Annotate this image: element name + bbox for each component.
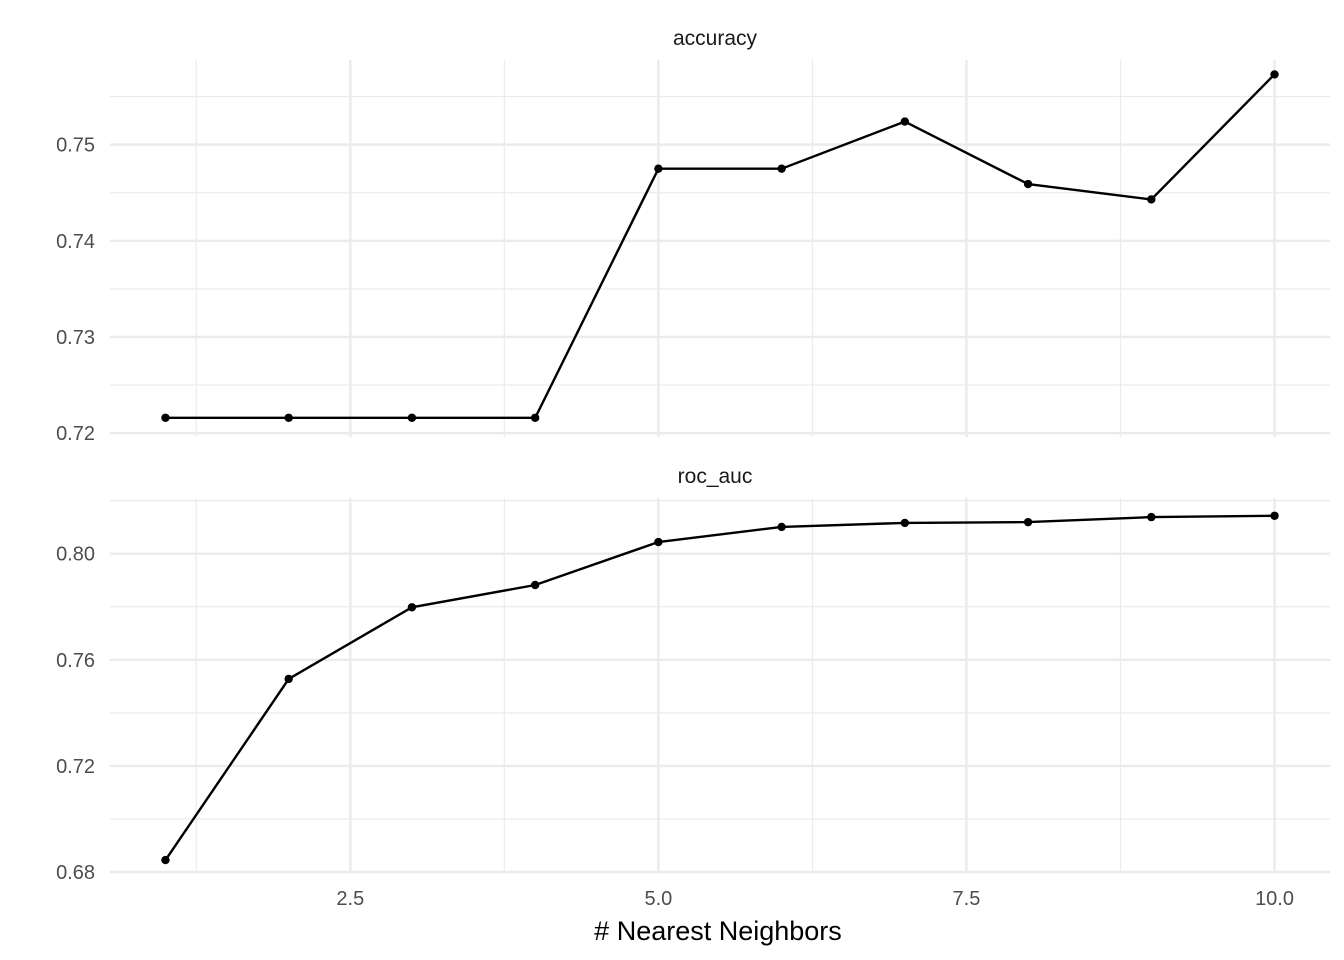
x-tick-labels: 2.5 5.0 7.5 10.0 <box>336 888 1294 910</box>
data-point <box>1270 511 1279 520</box>
series-accuracy <box>161 70 1279 422</box>
data-point <box>1023 179 1033 189</box>
data-point <box>900 117 910 126</box>
data-point <box>777 164 786 173</box>
y-tick-label: 0.76 <box>56 650 95 672</box>
panel-grid <box>110 60 1330 437</box>
data-point <box>530 580 540 590</box>
y-tick-label: 0.73 <box>56 327 95 349</box>
y-tick-label: 0.74 <box>56 231 95 253</box>
series-line <box>165 73 1276 419</box>
series-roc-auc <box>161 511 1279 865</box>
x-tick-label: 5.0 <box>644 888 672 910</box>
y-tick-labels: 0.68 0.72 0.76 0.80 <box>56 544 95 884</box>
y-tick-label: 0.80 <box>56 544 95 566</box>
x-tick-label: 7.5 <box>953 888 981 910</box>
data-point <box>900 518 910 528</box>
data-point <box>161 413 170 422</box>
data-point <box>777 522 786 532</box>
data-point <box>407 413 417 422</box>
y-tick-label: 0.75 <box>56 135 95 157</box>
data-point <box>654 164 663 173</box>
panel-grid <box>110 498 1330 874</box>
y-tick-label: 0.68 <box>56 862 95 884</box>
strip-label-roc-auc: roc_auc <box>678 465 753 488</box>
data-point <box>1023 517 1033 527</box>
strip-label-accuracy: accuracy <box>673 27 758 50</box>
data-point <box>1270 70 1279 79</box>
data-point <box>1147 195 1156 204</box>
data-point <box>161 855 170 865</box>
data-point <box>284 413 293 422</box>
panel-accuracy: accuracy 0.72 0.73 0.74 0.75 <box>56 27 1330 445</box>
y-tick-label: 0.72 <box>56 423 95 445</box>
x-tick-label: 10.0 <box>1255 888 1294 910</box>
y-tick-label: 0.72 <box>56 756 95 778</box>
panel-roc-auc: roc_auc 0.68 0.72 0.76 0.80 <box>56 465 1330 884</box>
y-tick-labels: 0.72 0.73 0.74 0.75 <box>56 135 95 446</box>
data-point <box>407 603 417 612</box>
x-tick-label: 2.5 <box>336 888 364 910</box>
series-line <box>164 514 1275 861</box>
data-point <box>1147 512 1156 522</box>
data-point <box>530 413 540 422</box>
data-point <box>654 537 663 547</box>
x-axis-label: # Nearest Neighbors <box>594 916 842 946</box>
data-point <box>284 674 293 684</box>
